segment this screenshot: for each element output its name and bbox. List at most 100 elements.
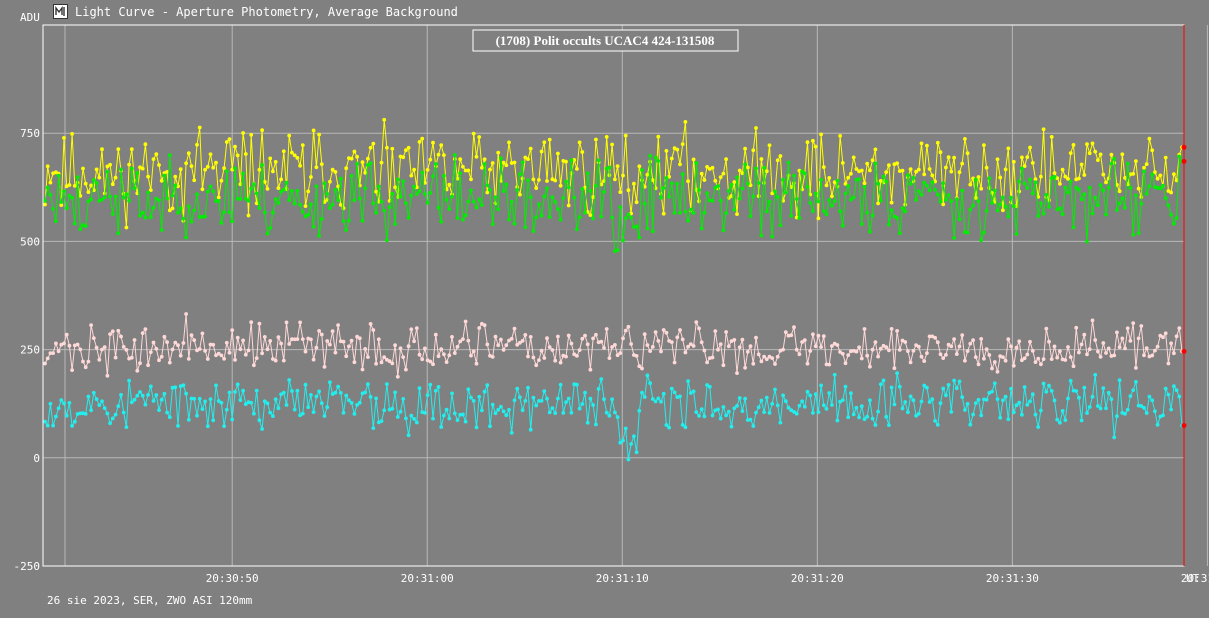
data-point [243, 402, 248, 406]
data-point [268, 156, 273, 161]
data-point [1096, 203, 1100, 208]
data-point [493, 411, 498, 416]
data-point [287, 342, 292, 346]
data-point [146, 174, 151, 179]
data-point [868, 168, 872, 173]
data-point [507, 140, 511, 145]
data-point [287, 198, 292, 203]
data-point [1136, 186, 1141, 191]
data-point [610, 397, 614, 402]
data-point [1087, 405, 1092, 409]
data-point [43, 361, 47, 366]
data-point [157, 408, 161, 412]
data-point [916, 167, 921, 172]
data-point [553, 178, 558, 183]
data-point [395, 415, 400, 419]
data-point [648, 349, 652, 353]
data-point [572, 195, 577, 200]
data-point [1131, 321, 1136, 325]
data-point [382, 208, 387, 213]
data-point [325, 192, 330, 196]
data-point [922, 172, 927, 177]
data-point [1172, 384, 1176, 389]
data-point [594, 137, 598, 142]
data-point [314, 345, 319, 350]
data-point [580, 150, 585, 154]
data-point [678, 394, 682, 399]
data-point [406, 215, 411, 220]
data-point [1142, 406, 1146, 410]
y-tick-label: 750 [20, 127, 40, 140]
data-point [91, 178, 96, 182]
data-point [737, 345, 742, 350]
data-point [450, 194, 454, 199]
data-point [832, 372, 837, 377]
data-point [317, 329, 321, 333]
data-point [159, 397, 164, 402]
data-point [840, 398, 845, 402]
data-point [336, 384, 340, 389]
data-point [623, 426, 628, 431]
data-point [227, 390, 232, 395]
data-point [414, 420, 419, 425]
data-point [908, 181, 913, 186]
data-point [675, 335, 680, 340]
data-point [599, 214, 604, 219]
data-point [1093, 195, 1098, 200]
data-point [252, 182, 256, 187]
data-point [1001, 398, 1005, 403]
data-point [211, 342, 216, 347]
data-point [537, 202, 541, 207]
data-point [802, 338, 807, 342]
data-point [1177, 394, 1182, 399]
data-point [265, 231, 270, 236]
x-tick-label: 20:31:00 [401, 572, 454, 585]
data-point [477, 197, 482, 202]
data-point [786, 160, 791, 165]
data-point [767, 411, 772, 415]
data-point [1117, 345, 1122, 350]
data-point [876, 181, 880, 186]
data-point [1033, 360, 1038, 364]
data-point [726, 344, 731, 349]
light-curve-app-icon[interactable] [53, 4, 68, 19]
data-point [607, 413, 612, 418]
data-point [737, 168, 742, 173]
data-point [813, 392, 818, 396]
data-point [979, 186, 984, 191]
data-point [1022, 385, 1027, 389]
data-point [317, 132, 321, 137]
data-point [371, 328, 376, 332]
data-point [927, 334, 932, 339]
data-point [702, 414, 707, 419]
data-point [314, 165, 319, 170]
data-point [504, 343, 509, 347]
data-point [830, 344, 834, 348]
data-point [1166, 203, 1171, 208]
data-point [138, 213, 142, 218]
data-point [1074, 185, 1079, 190]
data-point [184, 235, 189, 240]
data-point [922, 180, 927, 185]
data-point [783, 190, 788, 195]
data-point [868, 229, 872, 234]
data-point [1085, 142, 1089, 147]
data-point [1101, 386, 1106, 390]
data-point [254, 388, 259, 393]
data-point [702, 178, 707, 182]
data-point [613, 177, 617, 182]
data-point [797, 216, 802, 220]
data-point [265, 401, 270, 406]
data-point [501, 189, 506, 194]
data-point [754, 126, 758, 130]
data-point [75, 175, 80, 180]
data-point [661, 391, 666, 396]
data-point [195, 192, 199, 197]
data-point [927, 400, 932, 404]
data-point [1036, 356, 1041, 361]
data-point [504, 182, 509, 187]
data-point [1161, 413, 1165, 418]
data-point [412, 184, 416, 189]
data-point [157, 358, 161, 363]
